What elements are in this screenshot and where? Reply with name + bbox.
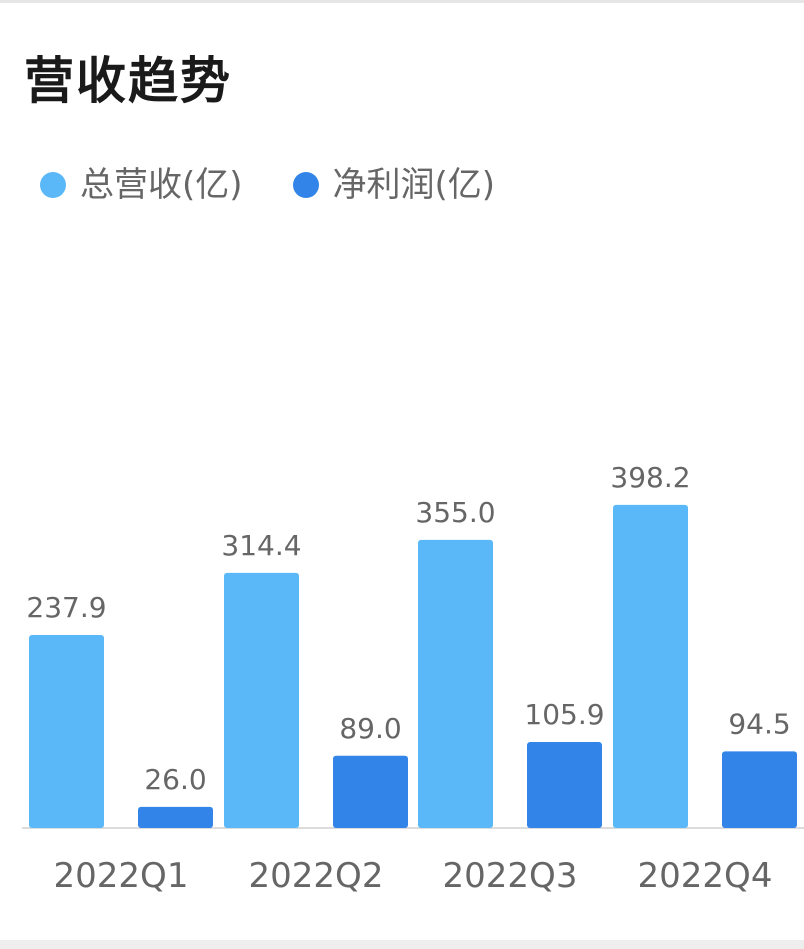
bar-revenue-2022Q1[interactable] bbox=[29, 634, 104, 828]
data-label: 314.4 bbox=[221, 529, 301, 562]
data-label: 237.9 bbox=[26, 591, 106, 624]
bar-net-profit-2022Q3[interactable] bbox=[527, 742, 602, 828]
legend-item-revenue[interactable]: 总营收(亿) bbox=[40, 168, 243, 202]
data-label: 89.0 bbox=[339, 712, 401, 745]
data-label: 105.9 bbox=[524, 698, 604, 731]
bar-net-profit-2022Q2[interactable] bbox=[333, 755, 408, 828]
bottom-divider bbox=[0, 940, 804, 949]
bar-revenue-2022Q2[interactable] bbox=[224, 572, 299, 828]
top-divider bbox=[0, 0, 804, 3]
chart-legend: 总营收(亿) 净利润(亿) bbox=[40, 168, 495, 202]
x-tick-label: 2022Q4 bbox=[638, 856, 773, 896]
bar-net-profit-2022Q4[interactable] bbox=[722, 751, 797, 828]
bar-net-profit-2022Q1[interactable] bbox=[138, 806, 213, 828]
bar-revenue-2022Q4[interactable] bbox=[613, 504, 688, 828]
legend-label-revenue: 总营收(亿) bbox=[80, 165, 243, 205]
chart-title: 营收趋势 bbox=[24, 52, 232, 110]
data-label: 398.2 bbox=[610, 461, 690, 494]
data-label: 26.0 bbox=[144, 763, 206, 796]
bar-revenue-2022Q3[interactable] bbox=[418, 539, 493, 828]
data-label: 355.0 bbox=[415, 496, 495, 529]
x-tick-label: 2022Q2 bbox=[249, 856, 384, 896]
x-tick-label: 2022Q3 bbox=[443, 856, 578, 896]
legend-dot-revenue-icon bbox=[40, 172, 66, 198]
legend-item-net-profit[interactable]: 净利润(亿) bbox=[292, 165, 496, 205]
x-tick-label: 2022Q1 bbox=[54, 856, 189, 896]
legend-label-net-profit: 净利润(亿) bbox=[332, 165, 496, 205]
data-label: 94.5 bbox=[728, 707, 790, 740]
legend-dot-net-profit-icon bbox=[292, 172, 319, 198]
